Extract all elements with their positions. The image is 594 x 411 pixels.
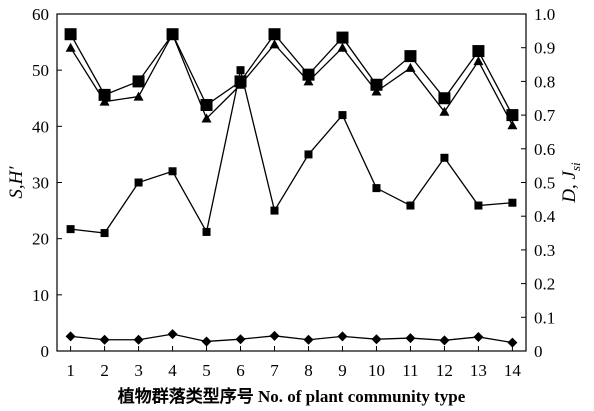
data-point-triangle <box>473 56 484 66</box>
y-left-tick-label: 50 <box>32 61 49 80</box>
data-point-diamond <box>201 336 212 347</box>
x-tick-label: 3 <box>134 361 143 380</box>
y-right-tick-label: 1.0 <box>534 5 555 24</box>
data-point-square <box>438 92 451 105</box>
data-point-diamond <box>269 330 280 341</box>
data-point-diamond <box>303 334 314 345</box>
data-point-square <box>202 227 211 236</box>
data-point-square <box>134 178 143 187</box>
series-diamond <box>65 329 518 348</box>
data-point-square <box>100 229 109 238</box>
data-point-triangle <box>371 86 382 96</box>
data-point-triangle <box>133 91 144 101</box>
y-right-tick-label: 0.8 <box>534 72 555 91</box>
x-tick-label: 10 <box>368 361 385 380</box>
data-point-square <box>236 66 245 75</box>
data-point-triangle <box>99 96 110 106</box>
series-line <box>70 32 513 116</box>
y-right-tick-label: 0.2 <box>534 275 555 294</box>
y-left-tick-label: 60 <box>32 5 49 24</box>
data-point-square <box>200 98 213 111</box>
y-left-tick-label: 20 <box>32 230 49 249</box>
y-left-tick-label: 10 <box>32 286 49 305</box>
data-point-triangle <box>507 120 518 130</box>
series-line <box>70 32 513 126</box>
data-point-square <box>506 109 519 122</box>
data-point-diamond <box>507 337 518 348</box>
x-tick-label: 1 <box>66 361 75 380</box>
data-point-square <box>472 45 485 58</box>
series-square-large <box>64 28 519 122</box>
data-point-square <box>64 28 77 41</box>
y-right-tick-label: 0.5 <box>534 174 555 193</box>
data-point-diamond <box>473 331 484 342</box>
data-point-triangle <box>269 39 280 49</box>
y-right-tick-label: 0.9 <box>534 39 555 58</box>
data-point-triangle <box>65 42 76 52</box>
data-point-square <box>268 28 281 41</box>
x-tick-label: 14 <box>504 361 522 380</box>
y-right-tick-label: 0.6 <box>534 140 555 159</box>
data-point-diamond <box>65 331 76 342</box>
data-point-diamond <box>405 333 416 344</box>
x-axis-title: 植物群落类型序号 No. of plant community type <box>118 386 466 406</box>
data-point-square <box>132 75 145 88</box>
data-point-diamond <box>337 331 348 342</box>
data-point-square <box>508 198 517 207</box>
series-square <box>66 66 517 238</box>
series-line <box>70 333 513 344</box>
data-point-square <box>66 225 75 234</box>
data-point-diamond <box>167 329 178 340</box>
y-right-tick-label: 0.1 <box>534 308 555 327</box>
data-point-triangle <box>303 76 314 86</box>
series-line <box>70 70 513 234</box>
data-point-square <box>404 50 417 63</box>
x-tick-label: 7 <box>270 361 279 380</box>
y-right-tick-label: 0.3 <box>534 241 555 260</box>
y-right-tick-label: 0.7 <box>534 106 556 125</box>
data-point-diamond <box>439 335 450 346</box>
y-axis-right-title: D, Jsi <box>559 162 583 204</box>
data-point-square <box>168 167 177 176</box>
x-tick-label: 8 <box>304 361 313 380</box>
x-tick-label: 12 <box>436 361 453 380</box>
data-point-square <box>372 184 381 193</box>
data-point-square <box>304 150 313 159</box>
data-point-triangle <box>201 113 212 123</box>
x-tick-label: 9 <box>338 361 347 380</box>
data-point-square <box>474 201 483 210</box>
y-left-tick-label: 30 <box>32 174 49 193</box>
data-point-square <box>440 153 449 162</box>
x-tick-label: 13 <box>470 361 487 380</box>
x-tick-label: 11 <box>402 361 418 380</box>
data-point-diamond <box>99 334 110 345</box>
data-point-triangle <box>167 29 178 39</box>
chart-ticks: 0 10 20 30 40 50 60 0 0.1 0.2 0.3 0.4 0.5 0.6 0.7 0.8 0.… <box>32 5 556 380</box>
data-point-diamond <box>235 334 246 345</box>
x-tick-label: 2 <box>100 361 109 380</box>
data-point-square <box>336 31 349 44</box>
x-tick-label: 5 <box>202 361 211 380</box>
x-tick-label: 4 <box>168 361 177 380</box>
data-point-triangle <box>405 62 416 72</box>
y-left-tick-label: 40 <box>32 117 49 136</box>
data-point-square <box>338 111 347 120</box>
y-axis-left-title: S,H′ <box>6 166 27 199</box>
data-point-diamond <box>371 334 382 345</box>
data-point-square <box>270 206 279 215</box>
data-point-triangle <box>235 79 246 89</box>
y-right-tick-label: 0.4 <box>534 207 556 226</box>
data-point-square <box>406 201 415 210</box>
data-point-triangle <box>439 106 450 116</box>
y-left-tick-label: 0 <box>41 342 50 361</box>
chart-series <box>64 28 519 348</box>
series-triangle <box>65 29 518 130</box>
y-right-tick-label: 0 <box>534 342 543 361</box>
data-point-diamond <box>133 334 144 345</box>
x-tick-label: 6 <box>236 361 245 380</box>
data-point-triangle <box>337 42 348 52</box>
